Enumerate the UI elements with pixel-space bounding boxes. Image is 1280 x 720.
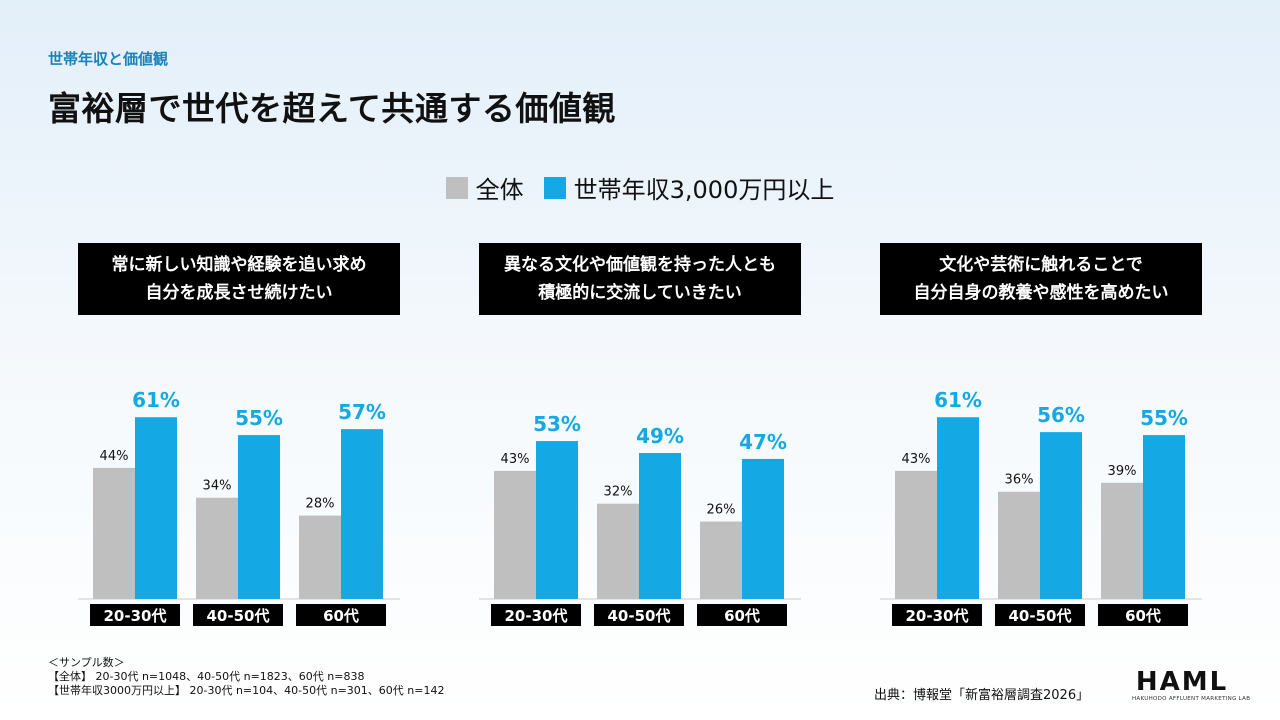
data-label-high-income: 49% — [636, 424, 684, 448]
category-label-box — [90, 604, 180, 626]
category-label-box — [892, 604, 982, 626]
data-label-all: 26% — [707, 503, 736, 518]
category-label: 40-50代 — [207, 607, 270, 625]
category-label: 20-30代 — [906, 607, 969, 625]
data-label-all: 44% — [100, 449, 129, 464]
chart-panel-1: 常に新しい知識や経験を追い求め 自分を成長させ続けたい 44% 61% 20-30代… — [78, 243, 400, 628]
bar-all — [1101, 482, 1143, 599]
chart-title: 文化や芸術に触れることで 自分自身の教養や感性を高めたい — [880, 243, 1202, 315]
bar-high-income — [341, 429, 383, 599]
data-label-all: 34% — [203, 479, 232, 494]
data-label-all: 28% — [306, 497, 335, 512]
category-label-box — [697, 604, 787, 626]
category-label: 40-50代 — [608, 607, 671, 625]
category-label-box — [296, 604, 386, 626]
bar-chart-1: 44% 61% 20-30代 34% 55% 40-50代 28% 57% 60代 — [78, 388, 400, 626]
data-label-all: 36% — [1005, 473, 1034, 488]
chart-title: 異なる文化や価値観を持った人とも 積極的に交流していきたい — [479, 243, 801, 315]
data-label-all: 32% — [604, 485, 633, 500]
category-label-box — [1098, 604, 1188, 626]
chart-panel-2: 異なる文化や価値観を持った人とも 積極的に交流していきたい 43% 53% 20-3… — [479, 243, 801, 628]
bar-all — [93, 467, 135, 599]
data-label-all: 39% — [1108, 464, 1137, 479]
bar-all — [196, 497, 238, 599]
legend-item-all: 全体 — [445, 170, 524, 205]
category-label-box — [995, 604, 1085, 626]
logo-tagline: HAKUHODO AFFLUENT MARKETING LAB — [1132, 696, 1251, 702]
page-kicker: 世帯年収と価値観 — [48, 50, 169, 68]
bar-high-income — [536, 441, 578, 599]
bar-high-income — [238, 435, 280, 599]
bar-chart-2: 43% 53% 20-30代 32% 49% 40-50代 26% 47% 60代 — [479, 412, 801, 626]
category-label: 60代 — [724, 607, 760, 625]
data-label-high-income: 55% — [1140, 406, 1188, 430]
legend-swatch-high-income — [543, 176, 566, 199]
notes-heading: ＜サンプル数＞ — [48, 656, 125, 669]
bar-all — [597, 503, 639, 599]
category-label: 60代 — [1125, 607, 1161, 625]
data-label-high-income: 53% — [533, 412, 581, 436]
category-label: 20-30代 — [505, 607, 568, 625]
bar-all — [494, 470, 536, 599]
legend-swatch-all — [445, 176, 468, 199]
category-label-box — [491, 604, 581, 626]
source-credit: 出典：博報堂「新富裕層調査2026」 — [874, 688, 1090, 703]
sample-size-notes: ＜サンプル数＞ 【全体】 20-30代 n=1048、40-50代 n=1823… — [48, 656, 444, 698]
data-label-high-income: 55% — [235, 406, 283, 430]
data-label-high-income: 56% — [1037, 403, 1085, 427]
legend-label-all: 全体 — [475, 176, 524, 204]
bar-high-income — [1040, 432, 1082, 599]
data-label-high-income: 47% — [739, 430, 787, 454]
data-label-all: 43% — [501, 452, 530, 467]
data-label-all: 43% — [902, 452, 931, 467]
legend-label-high-income: 世帯年収3,000万円以上 — [573, 176, 835, 204]
data-label-high-income: 61% — [132, 388, 180, 412]
bar-all — [299, 515, 341, 599]
chart-legend: 全体 世帯年収3,000万円以上 — [0, 170, 1280, 205]
bar-all — [998, 491, 1040, 599]
category-label: 40-50代 — [1009, 607, 1072, 625]
notes-all: 【全体】 20-30代 n=1048、40-50代 n=1823、60代 n=8… — [48, 670, 365, 683]
data-label-high-income: 57% — [338, 400, 386, 424]
data-label-high-income: 61% — [934, 388, 982, 412]
bar-high-income — [135, 417, 177, 599]
page-title: 富裕層で世代を超えて共通する価値観 — [48, 89, 616, 128]
category-label-box — [594, 604, 684, 626]
logo-wordmark: HAML — [1135, 667, 1229, 697]
category-label: 20-30代 — [104, 607, 167, 625]
bar-high-income — [1143, 435, 1185, 599]
notes-high-income: 【世帯年収3000万円以上】 20-30代 n=104、40-50代 n=301… — [48, 684, 445, 697]
bar-all — [700, 521, 742, 599]
chart-title: 常に新しい知識や経験を追い求め 自分を成長させ続けたい — [78, 243, 400, 315]
bar-all — [895, 470, 937, 599]
legend-item-high-income: 世帯年収3,000万円以上 — [543, 170, 835, 205]
haml-logo: HAML HAKUHODO AFFLUENT MARKETING LAB — [1132, 667, 1251, 702]
bar-high-income — [639, 452, 681, 599]
chart-panel-3: 文化や芸術に触れることで 自分自身の教養や感性を高めたい 43% 61% 20-30… — [880, 243, 1202, 628]
category-label-box — [193, 604, 283, 626]
bar-chart-3: 43% 61% 20-30代 36% 56% 40-50代 39% 55% 60代 — [880, 388, 1202, 626]
category-label: 60代 — [323, 607, 359, 625]
bar-high-income — [937, 417, 979, 599]
bar-high-income — [742, 458, 784, 599]
